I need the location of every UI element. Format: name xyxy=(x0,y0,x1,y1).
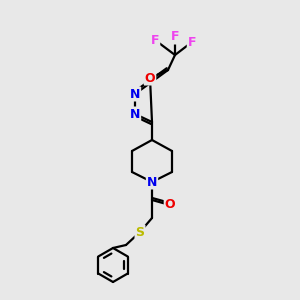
Text: F: F xyxy=(188,35,196,49)
Text: F: F xyxy=(171,31,179,44)
Text: N: N xyxy=(130,107,140,121)
Text: N: N xyxy=(147,176,157,188)
Text: O: O xyxy=(145,71,155,85)
Text: N: N xyxy=(130,88,140,100)
Text: F: F xyxy=(151,34,159,46)
Text: O: O xyxy=(165,199,175,212)
Text: S: S xyxy=(136,226,145,238)
